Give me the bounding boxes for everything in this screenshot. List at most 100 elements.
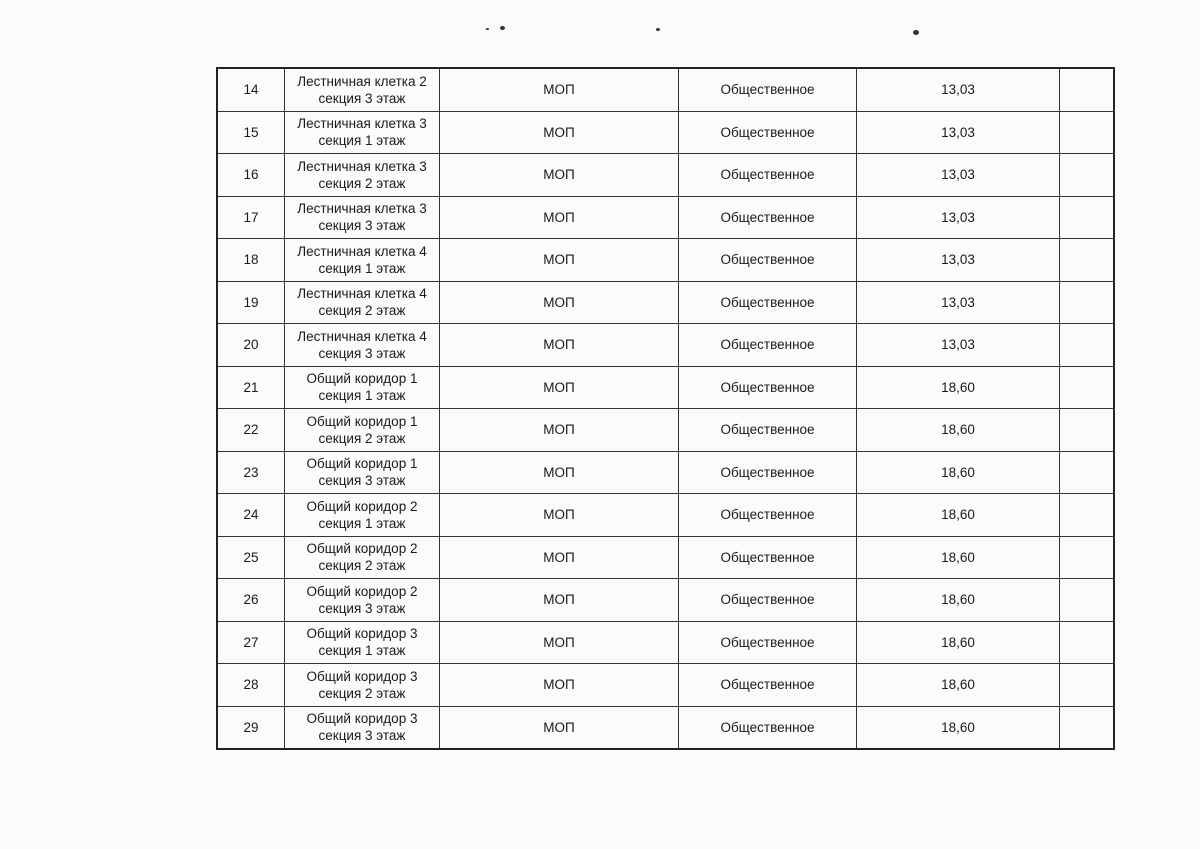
room-category: Общественное	[678, 620, 857, 664]
room-name-line1: Общий коридор 1	[306, 413, 418, 429]
room-name-line2: секция 3 этаж	[318, 90, 406, 106]
room-area: 13,03	[856, 280, 1060, 324]
table-row: 19 Лестничная клетка 4 секция 2 этаж МОП Общ…	[216, 280, 1115, 324]
room-type: МОП	[439, 238, 679, 282]
room-name-line2: секция 3 этаж	[318, 473, 406, 489]
room-type: МОП	[439, 153, 679, 197]
room-area: 13,03	[856, 323, 1060, 367]
room-name-line1: Лестничная клетка 3	[297, 116, 427, 132]
room-type: МОП	[439, 323, 679, 367]
room-category: Общественное	[678, 238, 857, 282]
scan-speck	[486, 28, 489, 30]
table-row: 24 Общий коридор 2 секция 1 этаж МОП Обществ…	[216, 493, 1115, 537]
room-name-line2: секция 2 этаж	[318, 303, 406, 319]
room-name-line2: секция 2 этаж	[318, 558, 406, 574]
scan-speck	[656, 28, 660, 31]
table-row: 17 Лестничная клетка 3 секция 3 этаж МОП Общ…	[216, 195, 1115, 239]
row-number: 22	[216, 408, 285, 452]
room-type: МОП	[439, 578, 679, 622]
table-row: 14 Лестничная клетка 2 секция 3 этаж МОП Общ…	[216, 67, 1115, 112]
table-row: 29 Общий коридор 3 секция 3 этаж МОП Обществ…	[216, 705, 1115, 750]
empty-cell	[1059, 493, 1115, 537]
room-name-line2: секция 1 этаж	[318, 515, 406, 531]
row-number: 16	[216, 153, 285, 197]
room-name-line1: Общий коридор 1	[306, 371, 418, 387]
room-area: 18,60	[856, 365, 1060, 409]
table-row: 23 Общий коридор 1 секция 3 этаж МОП Обществ…	[216, 450, 1115, 494]
room-name-line2: секция 3 этаж	[318, 218, 406, 234]
empty-cell	[1059, 365, 1115, 409]
room-name-line1: Лестничная клетка 3	[297, 201, 427, 217]
table-row: 20 Лестничная клетка 4 секция 3 этаж МОП Общ…	[216, 323, 1115, 367]
empty-cell	[1059, 535, 1115, 579]
room-name-line2: секция 1 этаж	[318, 260, 406, 276]
room-name-line1: Общий коридор 2	[306, 541, 418, 557]
row-number: 21	[216, 365, 285, 409]
table-row: 28 Общий коридор 3 секция 2 этаж МОП Обществ…	[216, 663, 1115, 707]
empty-cell	[1059, 153, 1115, 197]
room-name-line1: Лестничная клетка 4	[297, 328, 427, 344]
room-name: Общий коридор 1 секция 3 этаж	[284, 450, 440, 494]
row-number: 26	[216, 578, 285, 622]
row-number: 29	[216, 705, 285, 750]
room-name-line2: секция 3 этаж	[318, 345, 406, 361]
room-category: Общественное	[678, 663, 857, 707]
room-type: МОП	[439, 450, 679, 494]
room-type: МОП	[439, 493, 679, 537]
room-name: Лестничная клетка 2 секция 3 этаж	[284, 67, 440, 112]
table-row: 25 Общий коридор 2 секция 2 этаж МОП Обществ…	[216, 535, 1115, 579]
row-number: 25	[216, 535, 285, 579]
room-type: МОП	[439, 535, 679, 579]
room-name: Общий коридор 2 секция 2 этаж	[284, 535, 440, 579]
room-name: Общий коридор 1 секция 1 этаж	[284, 365, 440, 409]
room-area: 13,03	[856, 195, 1060, 239]
room-area: 13,03	[856, 110, 1060, 154]
room-area: 18,60	[856, 450, 1060, 494]
room-name-line2: секция 1 этаж	[318, 388, 406, 404]
table-row: 22 Общий коридор 1 секция 2 этаж МОП Обществ…	[216, 408, 1115, 452]
room-area: 18,60	[856, 705, 1060, 750]
empty-cell	[1059, 705, 1115, 750]
row-number: 19	[216, 280, 285, 324]
room-category: Общественное	[678, 280, 857, 324]
room-name-line1: Лестничная клетка 4	[297, 286, 427, 302]
room-category: Общественное	[678, 450, 857, 494]
row-number: 15	[216, 110, 285, 154]
room-name: Общий коридор 3 секция 3 этаж	[284, 705, 440, 750]
room-name: Общий коридор 2 секция 3 этаж	[284, 578, 440, 622]
room-type: МОП	[439, 663, 679, 707]
room-type: МОП	[439, 110, 679, 154]
empty-cell	[1059, 67, 1115, 112]
room-area: 18,60	[856, 408, 1060, 452]
room-type: МОП	[439, 365, 679, 409]
room-name-line1: Лестничная клетка 3	[297, 158, 427, 174]
room-type: МОП	[439, 705, 679, 750]
room-name: Лестничная клетка 3 секция 1 этаж	[284, 110, 440, 154]
room-name-line2: секция 1 этаж	[318, 133, 406, 149]
room-category: Общественное	[678, 323, 857, 367]
room-area: 13,03	[856, 67, 1060, 112]
scan-speck	[500, 26, 505, 30]
row-number: 17	[216, 195, 285, 239]
room-area: 13,03	[856, 153, 1060, 197]
empty-cell	[1059, 620, 1115, 664]
room-name-line2: секция 2 этаж	[318, 175, 406, 191]
room-name: Общий коридор 1 секция 2 этаж	[284, 408, 440, 452]
room-name: Лестничная клетка 4 секция 2 этаж	[284, 280, 440, 324]
row-number: 24	[216, 493, 285, 537]
room-name: Лестничная клетка 3 секция 2 этаж	[284, 153, 440, 197]
room-category: Общественное	[678, 408, 857, 452]
room-name-line2: секция 3 этаж	[318, 728, 406, 744]
empty-cell	[1059, 663, 1115, 707]
table-row: 27 Общий коридор 3 секция 1 этаж МОП Обществ…	[216, 620, 1115, 664]
room-type: МОП	[439, 280, 679, 324]
row-number: 28	[216, 663, 285, 707]
scan-speck	[913, 30, 919, 35]
room-category: Общественное	[678, 578, 857, 622]
room-name: Общий коридор 2 секция 1 этаж	[284, 493, 440, 537]
room-category: Общественное	[678, 535, 857, 579]
empty-cell	[1059, 195, 1115, 239]
room-name: Лестничная клетка 4 секция 3 этаж	[284, 323, 440, 367]
room-category: Общественное	[678, 110, 857, 154]
table-row: 15 Лестничная клетка 3 секция 1 этаж МОП Общ…	[216, 110, 1115, 154]
